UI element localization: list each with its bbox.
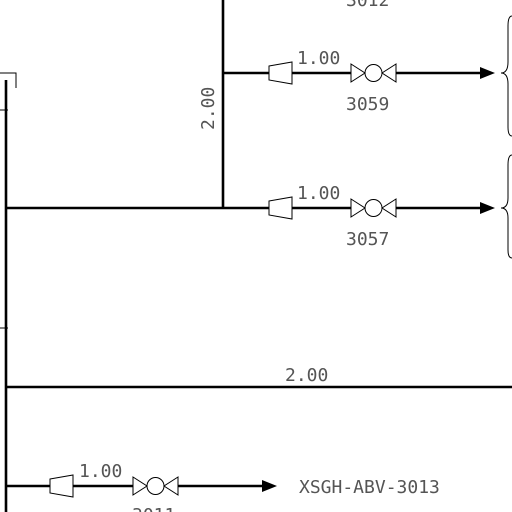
brace-icon xyxy=(500,15,512,137)
header-cap xyxy=(0,72,17,88)
gate-valve-icon xyxy=(132,476,179,496)
branch-upper: 1.00 3059 xyxy=(223,15,512,137)
brace-icon xyxy=(500,154,512,259)
valve-tag: 3059 xyxy=(346,94,389,115)
branch-size-label: 1.00 xyxy=(297,183,340,204)
flow-arrow-icon xyxy=(480,202,495,214)
top-tag-partial: 3012 xyxy=(346,0,389,11)
gate-valve-icon xyxy=(350,198,397,218)
gate-valve-icon xyxy=(350,63,397,83)
flow-arrow-icon xyxy=(262,480,277,492)
main-line: 2.00 xyxy=(6,365,512,389)
valve-tag: 3057 xyxy=(346,229,389,250)
branch-lower: 1.00 XSGH-ABV-3013 3011 xyxy=(6,461,440,512)
reducer-icon xyxy=(49,474,74,498)
riser-size-label: 2.00 xyxy=(198,87,219,130)
reducer-icon xyxy=(268,61,293,85)
destination-label: XSGH-ABV-3013 xyxy=(299,477,440,498)
branch-size-label: 1.00 xyxy=(297,48,340,69)
branch-middle: 1.00 3057 xyxy=(6,154,512,259)
valve-tag-partial: 3011 xyxy=(132,505,175,512)
reducer-icon xyxy=(268,196,293,220)
main-size-label: 2.00 xyxy=(285,365,328,386)
branch-size-label: 1.00 xyxy=(79,461,122,482)
flow-arrow-icon xyxy=(480,67,495,79)
